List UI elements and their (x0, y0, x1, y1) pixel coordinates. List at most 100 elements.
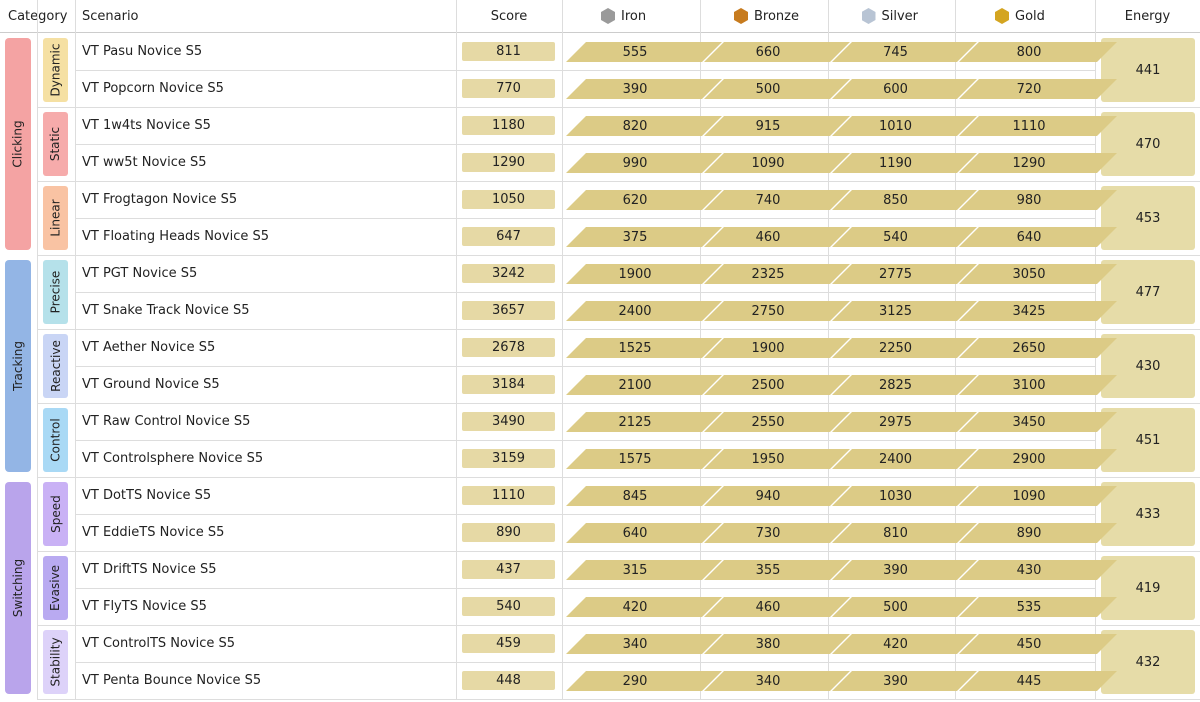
scenario-name: VT Popcorn Novice S5 (82, 81, 224, 96)
scenario-name: VT ControlTS Novice S5 (82, 636, 236, 651)
rank-threshold: 1525 (618, 340, 652, 356)
header-rank: Silver (881, 9, 919, 24)
group-box: Evasive (43, 556, 68, 620)
row-line (75, 514, 1095, 515)
row-line (75, 329, 1095, 330)
rank-threshold: 430 (1016, 562, 1042, 578)
score-box: 3184 (462, 375, 555, 394)
rank-threshold: 460 (755, 599, 781, 615)
score-box: 890 (462, 523, 555, 542)
rank-threshold: 740 (755, 192, 781, 208)
rank-threshold: 1090 (1012, 488, 1046, 504)
category-label: Switching (11, 558, 26, 618)
rank-threshold: 980 (1016, 192, 1042, 208)
rank-threshold: 720 (1016, 81, 1042, 97)
rank-threshold: 940 (755, 488, 781, 504)
row-line (75, 662, 1095, 663)
header-rank: Gold (1015, 9, 1045, 24)
rank-threshold: 1110 (1012, 118, 1046, 134)
rank-threshold: 620 (622, 192, 648, 208)
column-line (456, 0, 457, 700)
rank-threshold: 380 (755, 636, 781, 652)
rank-threshold: 915 (755, 118, 781, 134)
rank-threshold: 390 (883, 673, 908, 689)
group-label: Evasive (48, 564, 63, 612)
category-label: Tracking (11, 341, 25, 391)
rank-threshold: 1950 (751, 451, 785, 467)
row-line (75, 699, 1095, 700)
row-line (75, 144, 1095, 145)
rank-icon (995, 8, 1009, 24)
energy-box: 453 (1101, 186, 1195, 250)
rank-threshold: 315 (622, 562, 648, 578)
rank-threshold: 2125 (618, 414, 652, 430)
rank-threshold: 640 (622, 525, 648, 541)
row-line (75, 588, 1095, 589)
score-box: 1110 (462, 486, 555, 505)
row-line (75, 107, 1095, 108)
rank-threshold: 3125 (878, 303, 913, 319)
header-scenario: Scenario (82, 9, 139, 24)
rank-threshold: 460 (755, 229, 781, 245)
rank-threshold: 1010 (878, 118, 913, 134)
rank-threshold: 2400 (878, 451, 913, 467)
row-line (75, 625, 1095, 626)
rank-threshold: 2975 (878, 414, 913, 430)
row-line (75, 366, 1095, 367)
score-box: 3657 (462, 301, 555, 320)
energy-box: 432 (1101, 630, 1195, 694)
score-box: 770 (462, 79, 555, 98)
scenario-name: VT FlyTS Novice S5 (82, 599, 207, 614)
rank-threshold: 535 (1016, 599, 1042, 615)
row-line (75, 477, 1095, 478)
rank-threshold: 2400 (618, 303, 652, 319)
rank-threshold: 355 (755, 562, 781, 578)
rank-threshold: 3425 (1012, 303, 1046, 319)
rank-threshold: 420 (883, 636, 908, 652)
column-line (37, 0, 38, 700)
rank-threshold: 2900 (1012, 451, 1046, 467)
group-box: Reactive (43, 334, 68, 398)
rank-threshold: 390 (883, 562, 908, 578)
rank-threshold: 990 (622, 155, 648, 171)
energy-box: 477 (1101, 260, 1195, 324)
score-box: 448 (462, 671, 555, 690)
score-box: 3242 (462, 264, 555, 283)
group-box: Precise (43, 260, 68, 324)
rank-threshold: 1290 (1012, 155, 1046, 171)
rank-threshold: 390 (622, 81, 648, 97)
rank-threshold: 3100 (1012, 377, 1046, 393)
rank-threshold: 1575 (618, 451, 652, 467)
row-line (75, 70, 1095, 71)
scenario-name: VT Raw Control Novice S5 (82, 414, 251, 429)
rank-threshold: 540 (883, 229, 908, 245)
score-box: 647 (462, 227, 555, 246)
column-line (75, 0, 76, 700)
scenario-name: VT 1w4ts Novice S5 (82, 118, 211, 133)
row-line (75, 292, 1095, 293)
rank-threshold: 890 (1016, 525, 1042, 541)
rank-threshold: 745 (883, 44, 908, 60)
rank-threshold: 340 (622, 636, 648, 652)
rank-threshold: 730 (755, 525, 781, 541)
score-box: 540 (462, 597, 555, 616)
rank-threshold: 1900 (618, 266, 652, 282)
header-energy: Energy (1124, 9, 1171, 24)
category-box: Tracking (5, 260, 31, 472)
rank-icon (734, 8, 748, 24)
rank-threshold: 290 (622, 673, 648, 689)
rank-threshold: 2775 (878, 266, 913, 282)
group-box: Stability (43, 630, 68, 694)
rank-threshold: 500 (755, 81, 781, 97)
scenario-name: VT Frogtagon Novice S5 (82, 192, 238, 207)
rank-icon (601, 8, 615, 24)
rank-threshold: 2550 (751, 414, 785, 430)
column-line (562, 0, 563, 700)
scenario-name: VT DotTS Novice S5 (82, 488, 212, 503)
rank-threshold: 1090 (751, 155, 785, 171)
rank-threshold: 600 (883, 81, 908, 97)
scenario-name: VT Aether Novice S5 (82, 340, 216, 355)
energy-box: 441 (1101, 38, 1195, 102)
group-label: Dynamic (48, 43, 63, 97)
